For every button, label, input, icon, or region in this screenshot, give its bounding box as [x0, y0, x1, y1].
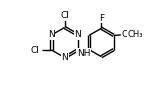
Text: Cl: Cl: [60, 11, 69, 20]
Text: O: O: [122, 31, 128, 39]
Text: F: F: [99, 14, 104, 23]
Text: CH₃: CH₃: [127, 31, 143, 39]
Text: NH: NH: [77, 49, 90, 58]
Text: N: N: [74, 31, 81, 39]
Text: Cl: Cl: [31, 46, 40, 54]
Text: N: N: [48, 31, 55, 39]
Text: N: N: [61, 53, 68, 62]
